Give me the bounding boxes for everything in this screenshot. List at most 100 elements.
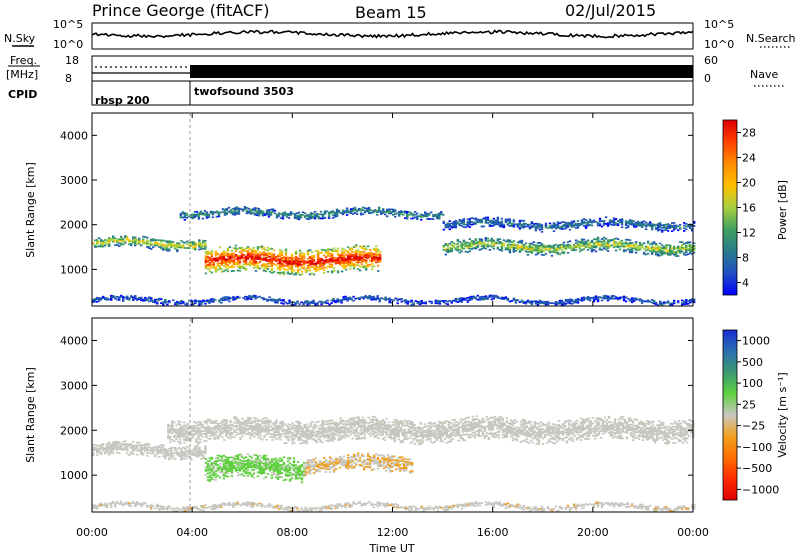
- data-cell: [273, 250, 275, 252]
- data-cell: [231, 424, 233, 426]
- data-cell: [497, 217, 499, 219]
- data-cell: [126, 296, 128, 298]
- data-cell: [567, 252, 569, 254]
- data-cell: [241, 455, 243, 457]
- data-cell: [513, 240, 515, 242]
- data-cell: [263, 251, 265, 253]
- nsearch-lo-tick: 10^0: [704, 38, 734, 51]
- data-cell: [569, 244, 571, 246]
- data-cell: [397, 302, 399, 304]
- data-cell: [257, 265, 259, 267]
- data-cell: [595, 251, 597, 253]
- data-cell: [215, 267, 217, 269]
- data-cell: [233, 436, 235, 438]
- data-cell: [430, 211, 432, 213]
- data-cell: [685, 228, 687, 230]
- data-cell: [493, 218, 495, 220]
- data-cell: [247, 475, 249, 477]
- data-cell: [679, 224, 681, 226]
- data-cell: [293, 270, 295, 272]
- data-cell: [299, 250, 301, 252]
- data-cell: [577, 220, 579, 222]
- data-cell: [371, 268, 373, 270]
- data-cell: [215, 479, 217, 481]
- data-cell: [199, 421, 201, 423]
- data-cell: [182, 244, 184, 246]
- data-cell: [258, 208, 260, 210]
- data-cell: [333, 268, 335, 270]
- data-cell: [505, 296, 507, 298]
- data-cell: [337, 248, 339, 250]
- data-cell: [204, 243, 206, 245]
- data-cell: [186, 446, 188, 448]
- data-cell: [217, 475, 219, 477]
- data-cell: [355, 463, 357, 465]
- data-cell: [517, 244, 519, 246]
- data-cell: [186, 302, 188, 304]
- data-cell: [487, 243, 489, 245]
- data-cell: [184, 219, 186, 221]
- data-cell: [172, 299, 174, 301]
- data-cell: [169, 436, 171, 438]
- data-cell: [331, 458, 333, 460]
- data-cell: [204, 303, 206, 305]
- data-cell: [273, 271, 275, 273]
- data-cell: [239, 270, 241, 272]
- data-cell: [306, 300, 308, 302]
- data-cell: [284, 211, 286, 213]
- data-cell: [118, 441, 120, 443]
- data-cell: [463, 218, 465, 220]
- data-cell: [265, 455, 267, 457]
- data-cell: [497, 296, 499, 298]
- data-cell: [475, 238, 477, 240]
- data-cell: [296, 300, 298, 302]
- data-cell: [337, 270, 339, 272]
- data-cell: [241, 247, 243, 249]
- data-cell: [352, 300, 354, 302]
- data-cell: [271, 477, 273, 479]
- data-cell: [416, 213, 418, 215]
- data-cell: [353, 466, 355, 468]
- data-cell: [585, 219, 587, 221]
- data-cell: [152, 246, 154, 248]
- data-cell: [531, 221, 533, 223]
- data-cell: [219, 246, 221, 248]
- data-cell: [639, 242, 641, 244]
- data-cell: [251, 457, 253, 459]
- data-cell: [186, 213, 188, 215]
- data-cell: [146, 237, 148, 239]
- data-cell: [673, 246, 675, 248]
- data-cell: [126, 453, 128, 455]
- data-cell: [219, 463, 221, 465]
- data-cell: [301, 271, 303, 273]
- data-cell: [347, 454, 349, 456]
- data-cell: [247, 470, 249, 472]
- data-cell: [689, 241, 691, 243]
- data-cell: [432, 218, 434, 220]
- data-cell: [363, 455, 365, 457]
- data-cell: [605, 216, 607, 218]
- data-cell: [261, 461, 263, 463]
- data-cell: [332, 298, 334, 300]
- data-cell: [449, 220, 451, 222]
- data-cell: [196, 211, 198, 213]
- data-cell: [655, 302, 657, 304]
- data-cell: [346, 207, 348, 209]
- data-cell: [541, 243, 543, 245]
- data-cell: [265, 476, 267, 478]
- data-cell: [483, 226, 485, 228]
- data-cell: [221, 436, 223, 438]
- data-cell: [541, 231, 543, 233]
- data-cell: [211, 477, 213, 479]
- data-cell: [541, 224, 543, 226]
- nave-lo-tick: 0: [704, 72, 711, 85]
- data-cell: [619, 248, 621, 250]
- data-cell: [281, 459, 283, 461]
- data-cell: [211, 457, 213, 459]
- data-cell: [166, 304, 168, 306]
- data-cell: [335, 468, 337, 470]
- data-cell: [599, 247, 601, 249]
- nsky-panel: N.Sky 10^5 10^0 10^5 10^0 N.Search: [4, 18, 796, 51]
- data-cell: [457, 239, 459, 241]
- data-cell: [379, 254, 381, 256]
